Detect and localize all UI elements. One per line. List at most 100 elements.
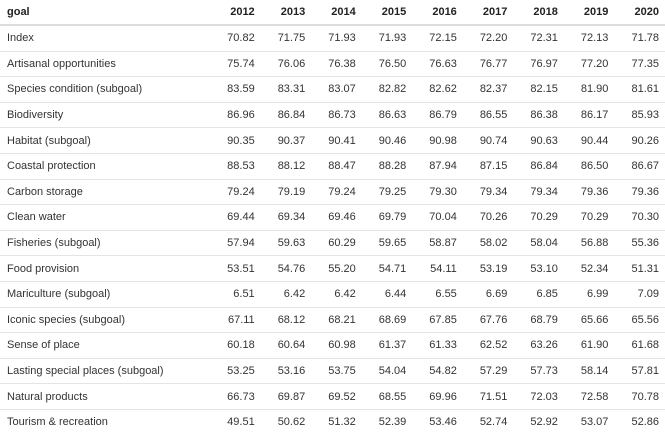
table-row: Coastal protection 88.53 88.12 88.47 88.28 87… bbox=[0, 152, 665, 180]
score-cell: 76.63 bbox=[412, 50, 463, 77]
score-cell: 90.74 bbox=[462, 127, 514, 154]
column-header-year: 2016 bbox=[412, 0, 463, 26]
score-cell: 83.59 bbox=[210, 76, 261, 103]
score-cell: 76.77 bbox=[462, 50, 514, 77]
score-cell: 71.75 bbox=[277, 32, 306, 45]
goal-name-cell: Food provision bbox=[0, 255, 211, 282]
score-cell: 79.25 bbox=[361, 178, 413, 205]
score-cell: 58.14 bbox=[563, 357, 615, 384]
score-cell: 82.82 bbox=[361, 76, 413, 103]
score-cell: 65.56 bbox=[614, 306, 665, 333]
table-row: Lasting special places (subgoal) 53.25 53.… bbox=[0, 357, 665, 384]
score-cell: 69.46 bbox=[311, 204, 362, 231]
score-cell: 65.66 bbox=[563, 306, 615, 333]
score-cell: 60.98 bbox=[311, 332, 362, 359]
score-cell: 86.96 bbox=[210, 101, 261, 128]
score-cell: 72.20 bbox=[479, 32, 508, 45]
score-cell: 86.55 bbox=[462, 101, 514, 128]
score-cell: 79.24 bbox=[311, 178, 362, 205]
score-cell: 69.44 bbox=[210, 204, 261, 231]
goal-name-cell: Clean water bbox=[0, 204, 211, 231]
score-cell: 59.63 bbox=[260, 229, 312, 256]
score-cell: 86.84 bbox=[260, 101, 312, 128]
score-cell: 53.51 bbox=[210, 255, 261, 282]
table-body: Index 70.82 71.75 71.93 71.93 72.15 72.20 72.31… bbox=[0, 25, 665, 435]
score-cell: 76.38 bbox=[311, 50, 362, 77]
score-cell: 54.82 bbox=[412, 357, 463, 384]
score-cell: 87.15 bbox=[462, 152, 514, 180]
score-cell: 70.78 bbox=[614, 383, 665, 410]
score-cell: 76.06 bbox=[260, 50, 312, 77]
score-cell: 54.71 bbox=[361, 255, 413, 282]
column-header-year: 2017 bbox=[462, 0, 514, 26]
score-cell: 83.07 bbox=[311, 76, 362, 103]
score-cell: 6.51 bbox=[210, 280, 261, 308]
score-cell: 77.35 bbox=[614, 50, 665, 77]
score-cell: 6.44 bbox=[361, 280, 413, 308]
score-cell: 86.79 bbox=[412, 101, 463, 128]
column-header-year: 2015 bbox=[361, 0, 413, 26]
goal-name-cell: Artisanal opportunities bbox=[0, 50, 211, 77]
goal-name-cell: Coastal protection bbox=[0, 152, 211, 180]
score-cell: 88.12 bbox=[260, 152, 312, 180]
score-cell: 68.12 bbox=[260, 306, 312, 333]
score-cell: 59.65 bbox=[361, 229, 413, 256]
score-cell: 68.55 bbox=[361, 383, 413, 410]
score-cell: 53.16 bbox=[260, 357, 312, 384]
table-row: Natural products 66.73 69.87 69.52 68.55 69.9… bbox=[0, 383, 665, 410]
column-header-year: 2020 bbox=[614, 0, 665, 26]
score-cell: 58.87 bbox=[412, 229, 463, 256]
score-cell: 71.93 bbox=[378, 32, 407, 45]
score-cell: 85.93 bbox=[614, 101, 665, 128]
score-cell: 62.52 bbox=[462, 332, 514, 359]
table-row: Mariculture (subgoal) 6.51 6.42 6.42 6.44 6.5… bbox=[0, 280, 665, 308]
score-cell: 79.30 bbox=[412, 178, 463, 205]
score-cell: 90.37 bbox=[260, 127, 312, 154]
score-cell: 57.29 bbox=[462, 357, 514, 384]
score-cell: 53.75 bbox=[311, 357, 362, 384]
score-cell: 82.37 bbox=[462, 76, 514, 103]
score-cell: 54.04 bbox=[361, 357, 413, 384]
score-cell: 86.73 bbox=[311, 101, 362, 128]
score-cell: 79.34 bbox=[462, 178, 514, 205]
score-cell: 58.02 bbox=[462, 229, 514, 256]
score-cell: 54.11 bbox=[412, 255, 463, 282]
score-cell: 68.79 bbox=[513, 306, 564, 333]
table-row: Sense of place 60.18 60.64 60.98 61.37 61.33 6… bbox=[0, 332, 665, 359]
score-cell: 57.94 bbox=[210, 229, 261, 256]
score-cell: 70.04 bbox=[412, 204, 463, 231]
score-cell: 63.26 bbox=[513, 332, 564, 359]
score-cell: 82.15 bbox=[513, 76, 564, 103]
score-cell: 57.73 bbox=[513, 357, 564, 384]
score-cell: 68.21 bbox=[311, 306, 362, 333]
score-cell: 86.38 bbox=[513, 101, 564, 128]
goal-name-cell: Fisheries (subgoal) bbox=[0, 229, 211, 256]
score-cell: 79.24 bbox=[210, 178, 261, 205]
score-cell: 86.17 bbox=[563, 101, 615, 128]
score-cell: 51.31 bbox=[614, 255, 665, 282]
column-header-year: 2014 bbox=[311, 0, 362, 26]
score-cell: 72.13 bbox=[580, 32, 609, 45]
score-cell: 57.81 bbox=[614, 357, 665, 384]
goal-name-cell: Carbon storage bbox=[0, 178, 211, 205]
score-cell: 90.41 bbox=[311, 127, 362, 154]
goal-name-cell: Species condition (subgoal) bbox=[0, 76, 211, 103]
table-row: Food provision 53.51 54.76 55.20 54.71 54.11 5… bbox=[0, 255, 665, 282]
score-cell: 88.53 bbox=[210, 152, 261, 180]
score-cell: 88.28 bbox=[361, 152, 413, 180]
score-cell: 55.20 bbox=[311, 255, 362, 282]
goal-name-cell: Habitat (subgoal) bbox=[0, 127, 211, 154]
table-row: Carbon storage 79.24 79.19 79.24 79.25 79.30 7… bbox=[0, 178, 665, 205]
score-cell: 54.76 bbox=[260, 255, 312, 282]
table-row: Species condition (subgoal) 83.59 83.31 83.… bbox=[0, 76, 665, 103]
score-cell: 70.26 bbox=[462, 204, 514, 231]
score-cell: 90.63 bbox=[513, 127, 564, 154]
table-row: Habitat (subgoal) 90.35 90.37 90.41 90.46 90.… bbox=[0, 127, 665, 154]
goal-name-cell: Mariculture (subgoal) bbox=[0, 280, 211, 308]
score-cell: 79.34 bbox=[513, 178, 564, 205]
score-cell: 77.20 bbox=[563, 50, 615, 77]
goal-name-cell: Natural products bbox=[0, 383, 211, 410]
score-cell: 52.34 bbox=[563, 255, 615, 282]
table-row: Fisheries (subgoal) 57.94 59.63 60.29 59.65 5… bbox=[0, 229, 665, 256]
